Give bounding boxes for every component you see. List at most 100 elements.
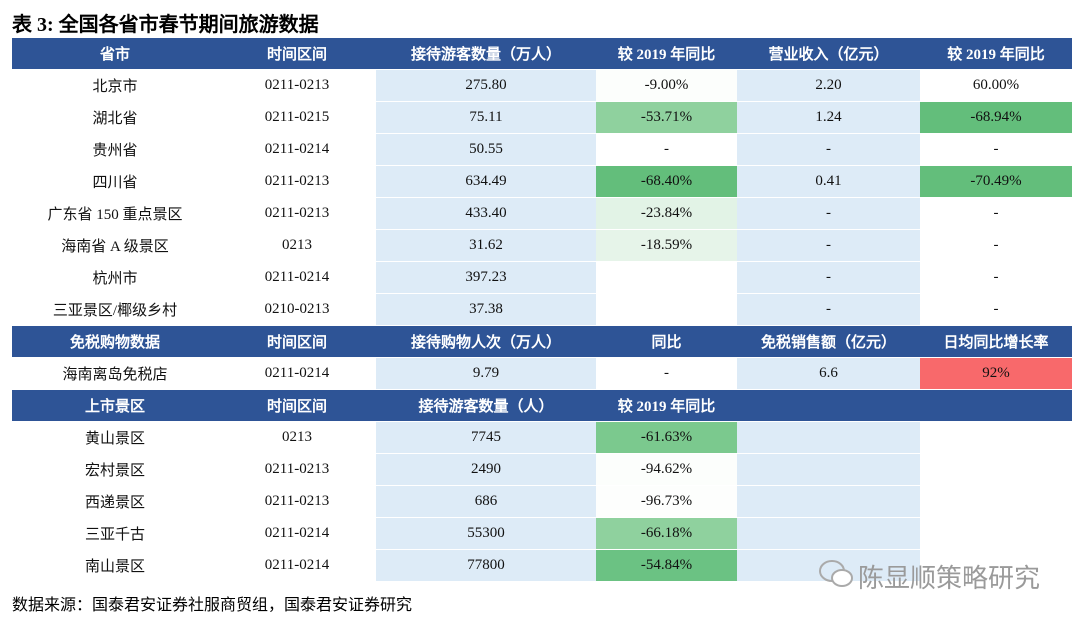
table-cell <box>920 486 1072 517</box>
table-cell: - <box>993 141 999 157</box>
table-cell: 三亚千古 <box>84 527 145 543</box>
table-cell: -54.84% <box>596 550 737 581</box>
table-cell <box>596 262 737 293</box>
table-cell: 贵州省 <box>92 143 138 159</box>
table-cell: 0210-0213 <box>264 301 330 317</box>
table-cell: - <box>737 134 920 165</box>
table-cell: 9.79 <box>376 358 596 389</box>
header-cell <box>920 390 1072 421</box>
table-cell <box>737 518 920 549</box>
table-cell <box>920 454 1072 485</box>
table-cell: -9.00% <box>596 70 737 101</box>
table-cell <box>737 454 920 485</box>
table-cell: 广东省 150 重点景区 <box>47 207 183 223</box>
table-cell: - <box>737 198 920 229</box>
header-cell: 免税购物数据 <box>12 326 218 357</box>
header-cell: 接待游客数量（万人） <box>376 38 596 69</box>
table-cell: 31.62 <box>376 230 596 261</box>
table-cell: 0211-0214 <box>264 525 330 541</box>
header-cell: 日均同比增长率 <box>920 326 1072 357</box>
table-cell: -61.63% <box>596 422 737 453</box>
table-cell: 0211-0214 <box>264 269 330 285</box>
table-cell: 0211-0213 <box>264 493 330 509</box>
header-cell: 接待游客数量（人） <box>376 390 596 421</box>
table-cell: - <box>737 262 920 293</box>
table-cell: 0211-0214 <box>264 557 330 573</box>
table-cell: 433.40 <box>376 198 596 229</box>
table-cell: 60.00% <box>972 77 1020 93</box>
table-cell: 0213 <box>282 429 312 445</box>
header-cell: 省市 <box>12 38 218 69</box>
header-cell: 时间区间 <box>218 326 376 357</box>
table-cell: 0211-0213 <box>264 461 330 477</box>
table-cell: -94.62% <box>596 454 737 485</box>
table-cell: -70.49% <box>920 166 1072 197</box>
table-cell: - <box>737 294 920 325</box>
table-cell: 686 <box>376 486 596 517</box>
table-cell: -23.84% <box>596 198 737 229</box>
header-cell: 同比 <box>596 326 737 357</box>
table-cell: 黄山景区 <box>84 431 145 447</box>
table-cell: 0211-0213 <box>264 173 330 189</box>
table-cell: 海南离岛免税店 <box>62 367 168 383</box>
table-cell: - <box>737 230 920 261</box>
table-cell <box>737 550 920 581</box>
table-cell: - <box>664 365 669 381</box>
table-cell: -68.40% <box>596 166 737 197</box>
table-cell: -18.59% <box>596 230 737 261</box>
table-cell: 1.24 <box>737 102 920 133</box>
table-cell <box>920 518 1072 549</box>
source-note: 数据来源：国泰君安证券社服商贸组，国泰君安证券研究 <box>12 597 413 614</box>
table-cell: 0211-0213 <box>264 77 330 93</box>
table-cell: 海南省 A 级景区 <box>61 239 169 255</box>
table-cell: 77800 <box>376 550 596 581</box>
table-cell: 2.20 <box>737 70 920 101</box>
table-cell <box>737 486 920 517</box>
table-cell: 南山景区 <box>84 559 145 575</box>
table-cell <box>737 422 920 453</box>
table-cell: - <box>993 205 999 221</box>
table-cell: 0213 <box>282 237 312 253</box>
table-cell: - <box>993 237 999 253</box>
table-cell: 397.23 <box>376 262 596 293</box>
table-cell: 634.49 <box>376 166 596 197</box>
table-cell: 0211-0214 <box>264 365 330 381</box>
table-cell: - <box>664 141 669 157</box>
table-cell: - <box>993 269 999 285</box>
table-cell: 75.11 <box>376 102 596 133</box>
table-title: 表 3: 全国各省市春节期间旅游数据 <box>12 14 319 36</box>
table-cell: 0.41 <box>737 166 920 197</box>
table-cell: 55300 <box>376 518 596 549</box>
table-cell: 37.38 <box>376 294 596 325</box>
table-cell: 0211-0213 <box>264 205 330 221</box>
table-cell: 西递景区 <box>84 495 145 511</box>
watermark: 陈显顺策略研究 <box>858 564 1041 594</box>
header-cell: 免税销售额（亿元） <box>737 326 920 357</box>
table-cell: -53.71% <box>596 102 737 133</box>
header-cell: 时间区间 <box>218 390 376 421</box>
wechat-icon <box>819 560 853 587</box>
table-cell: 三亚景区/椰级乡村 <box>52 303 178 319</box>
table-cell: -68.94% <box>920 102 1072 133</box>
table-cell: 0211-0214 <box>264 141 330 157</box>
table-cell: 2490 <box>376 454 596 485</box>
table-cell: 四川省 <box>92 175 138 191</box>
header-cell: 时间区间 <box>218 38 376 69</box>
table-cell <box>920 422 1072 453</box>
table-cell: 湖北省 <box>92 111 138 127</box>
table-cell: 北京市 <box>92 79 138 95</box>
table-cell: 0211-0215 <box>264 109 330 125</box>
table-cell <box>596 294 737 325</box>
header-cell: 接待购物人次（万人） <box>376 326 596 357</box>
table-cell: 92% <box>920 358 1072 389</box>
table-cell: -66.18% <box>596 518 737 549</box>
header-cell: 较 2019 年同比 <box>596 390 737 421</box>
header-cell: 较 2019 年同比 <box>920 38 1072 69</box>
header-cell: 营业收入（亿元） <box>737 38 920 69</box>
table-cell: 7745 <box>376 422 596 453</box>
table-cell: - <box>993 301 999 317</box>
header-cell <box>737 390 920 421</box>
table-cell: 50.55 <box>376 134 596 165</box>
header-cell: 较 2019 年同比 <box>596 38 737 69</box>
